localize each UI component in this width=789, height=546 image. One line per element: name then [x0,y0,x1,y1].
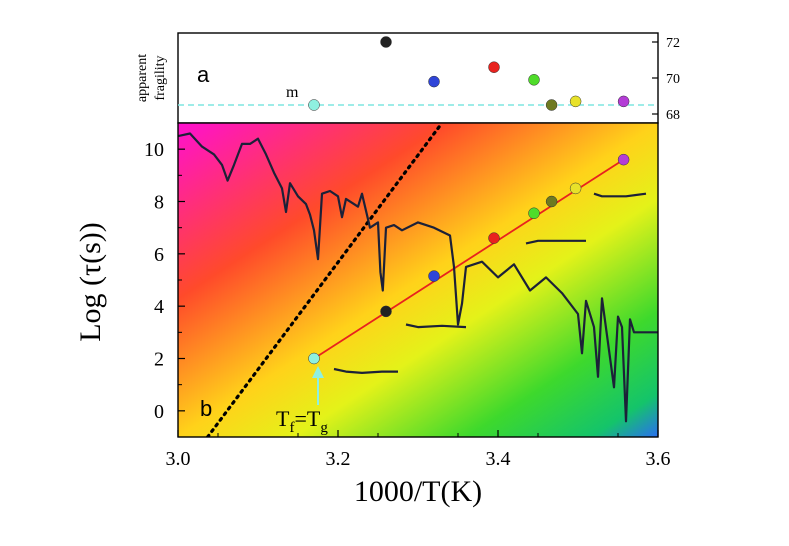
x-tick-label-3: 3.6 [646,448,671,470]
fragility-point-0 [308,99,320,111]
fragility-point-7 [617,95,630,108]
tau-point-6 [569,182,582,195]
y-tick-label-4: 8 [154,192,164,214]
dotted-boundary [206,123,444,437]
ylabel-line-2: fragility [153,55,168,100]
fragility-point-5 [545,99,558,111]
tf-eq: =T [294,406,320,431]
panel-a-label: a [197,62,210,87]
ylabel-line-1: apparent [135,54,150,102]
panel-b-label: b [200,396,212,421]
x-axis-title: 1000/T(K) [354,475,482,508]
panel-a-frame [177,32,659,124]
tau-point-5 [545,195,558,208]
aging-trace [178,132,658,423]
fragility-point-6 [569,95,582,108]
tf-tg-label: Tf=Tg [276,406,328,436]
y-tick-label-5: 10 [144,139,164,161]
tf-tg-annotation: Tf=Tg [276,366,328,436]
tau-point-1 [380,305,392,318]
inset-wiggle-1 [333,367,398,374]
y-tick-label-3: 6 [154,244,164,266]
y-axis-title: Log (τ(s)) [74,222,107,342]
fragility-point-2 [428,75,440,88]
tau-point-0 [308,352,320,365]
panel-a-ylabel: apparent fragility [135,54,168,102]
inset-wiggle-3 [525,239,586,245]
right-tick-label-1: 70 [666,72,680,87]
series-label-m: m [286,84,299,101]
right-tick-label-0: 72 [666,36,680,51]
x-tick-label-1: 3.2 [326,448,351,470]
inset-wiggle-2 [405,323,467,329]
x-tick-label-0: 3.0 [166,448,191,470]
fragility-point-4 [528,74,540,86]
annotation-arrowhead [312,366,324,378]
right-tick-label-2: 68 [666,108,680,123]
inset-wiggle-4 [593,192,647,198]
y-tick-label-0: 0 [154,401,164,423]
tau-point-4 [528,207,540,220]
fragility-point-3 [488,61,500,73]
y-tick-label-1: 2 [154,349,164,371]
y-tick-label-2: 4 [154,296,164,318]
tau-point-2 [428,270,440,282]
tf-T: T [276,406,290,431]
tau-point-7 [617,153,630,166]
tg-sub: g [320,420,328,436]
fragility-point-1 [380,36,392,48]
tau-point-3 [488,232,500,244]
panel-b-background [178,123,658,437]
tf-sub: f [289,420,294,436]
x-tick-label-2: 3.4 [486,448,511,470]
